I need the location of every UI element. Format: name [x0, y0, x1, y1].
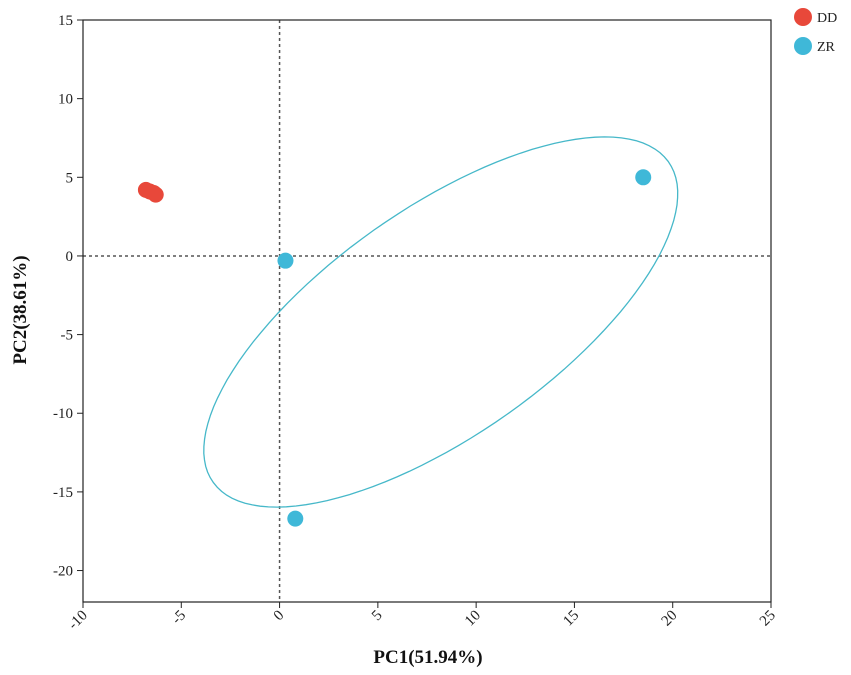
- legend-marker-zr: [794, 37, 812, 55]
- axes: -10 -5 0 5 10 15 20 25 -20 -15 -10 -5 0 5 10 15: [53, 13, 779, 633]
- y-tick-label: -20: [53, 564, 73, 580]
- y-tick-label: 0: [66, 249, 74, 265]
- x-tick-label: 25: [757, 608, 779, 630]
- x-tick-label: -10: [65, 608, 90, 633]
- plot-area: [83, 20, 771, 602]
- data-point-zr: [277, 252, 294, 269]
- x-tick-label: 5: [369, 608, 386, 625]
- x-tick-label: -5: [169, 608, 189, 628]
- x-tick-label: 0: [271, 608, 288, 625]
- legend-label-dd: DD: [817, 11, 837, 26]
- data-point-dd: [147, 186, 164, 203]
- data-point-zr: [635, 169, 652, 186]
- x-tick-label: 15: [560, 608, 582, 630]
- x-tick-label: 10: [462, 608, 484, 630]
- y-tick-label: -15: [53, 485, 73, 501]
- x-tick-label: 20: [659, 608, 681, 630]
- x-axis-title: PC1(51.94%): [373, 647, 482, 668]
- y-tick-label: -10: [53, 406, 73, 422]
- confidence-ellipse-zr: [203, 136, 679, 508]
- legend-marker-dd: [794, 8, 812, 26]
- y-tick-label: -5: [61, 328, 74, 344]
- y-tick-label: 15: [58, 13, 73, 29]
- y-tick-label: 10: [58, 92, 73, 108]
- legend-label-zr: ZR: [817, 40, 836, 55]
- y-tick-label: 5: [66, 170, 74, 186]
- legend: DD ZR: [794, 8, 837, 55]
- plot-frame: [82, 19, 772, 603]
- data-point-zr: [287, 510, 304, 527]
- y-axis-title: PC2(38.61%): [10, 255, 31, 364]
